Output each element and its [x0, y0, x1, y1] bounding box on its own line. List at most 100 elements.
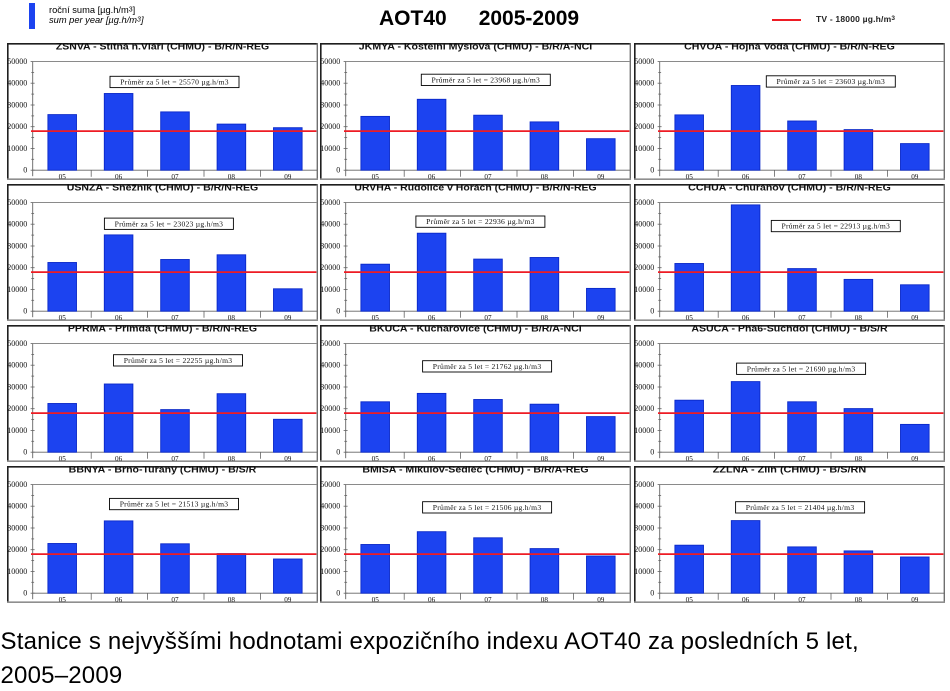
svg-text:06: 06 [742, 314, 750, 321]
svg-text:08: 08 [541, 173, 549, 180]
svg-text:30000: 30000 [7, 242, 27, 251]
svg-text:30000: 30000 [634, 101, 654, 110]
svg-text:10000: 10000 [320, 285, 340, 294]
svg-text:07: 07 [798, 596, 806, 603]
svg-text:06: 06 [115, 455, 123, 462]
svg-text:ZSNVA - Štítná n.Vláří (CHMU): ZSNVA - Štítná n.Vláří (CHMU) - B/R/N-RE… [56, 43, 269, 52]
svg-text:40000: 40000 [634, 220, 654, 229]
svg-text:10000: 10000 [7, 285, 27, 294]
svg-text:08: 08 [541, 455, 549, 462]
svg-text:0: 0 [650, 166, 654, 175]
svg-text:08: 08 [228, 596, 236, 603]
svg-text:06: 06 [428, 314, 436, 321]
svg-text:40000: 40000 [320, 502, 340, 511]
svg-text:09: 09 [284, 455, 292, 462]
svg-text:10000: 10000 [7, 426, 27, 435]
svg-text:0: 0 [650, 448, 654, 457]
svg-text:06: 06 [428, 455, 436, 462]
svg-text:09: 09 [597, 173, 605, 180]
svg-text:0: 0 [23, 589, 27, 598]
svg-text:CCHUA - Churáňov (CHMU) - B/R/: CCHUA - Churáňov (CHMU) - B/R/N-REG [688, 184, 891, 193]
svg-text:30000: 30000 [320, 101, 340, 110]
svg-text:05: 05 [372, 596, 380, 603]
svg-text:05: 05 [685, 173, 693, 180]
svg-text:30000: 30000 [320, 242, 340, 251]
svg-text:50000: 50000 [634, 339, 654, 348]
svg-text:30000: 30000 [634, 383, 654, 392]
svg-text:40000: 40000 [7, 361, 27, 370]
svg-text:10000: 10000 [7, 567, 27, 576]
svg-text:BBNYA - Brno-Tuřany (CHMU) - B: BBNYA - Brno-Tuřany (CHMU) - B/S/R [69, 466, 257, 475]
svg-text:20000: 20000 [7, 404, 27, 413]
svg-text:Průměr za 5 let = 21513 µg.h/m: Průměr za 5 let = 21513 µg.h/m3 [120, 500, 229, 509]
svg-text:30000: 30000 [634, 524, 654, 533]
svg-text:08: 08 [854, 173, 862, 180]
svg-text:08: 08 [854, 314, 862, 321]
svg-text:50000: 50000 [7, 198, 27, 207]
svg-text:Průměr za 5 let = 23968 µg.h/m: Průměr za 5 let = 23968 µg.h/m3 [432, 75, 541, 84]
svg-text:50000: 50000 [7, 480, 27, 489]
svg-text:ZZLNA - Zlín (CHMU) - B/S/RN: ZZLNA - Zlín (CHMU) - B/S/RN [712, 466, 865, 475]
svg-text:Průměr za 5 let = 21506 µg.h/m: Průměr za 5 let = 21506 µg.h/m3 [433, 503, 542, 512]
svg-text:50000: 50000 [634, 480, 654, 489]
svg-text:40000: 40000 [320, 361, 340, 370]
svg-text:0: 0 [650, 307, 654, 316]
svg-text:06: 06 [428, 596, 436, 603]
svg-text:Průměr za 5 let = 21404 µg.h/m: Průměr za 5 let = 21404 µg.h/m3 [745, 503, 854, 512]
svg-text:40000: 40000 [7, 79, 27, 88]
svg-text:20000: 20000 [320, 122, 340, 131]
svg-text:05: 05 [685, 455, 693, 462]
svg-text:10000: 10000 [320, 567, 340, 576]
svg-text:40000: 40000 [7, 502, 27, 511]
svg-text:50000: 50000 [320, 339, 340, 348]
svg-text:05: 05 [372, 455, 380, 462]
svg-text:JKMYA - Kostelní Myslová (CHMU: JKMYA - Kostelní Myslová (CHMU) - B/R/A-… [359, 43, 593, 52]
svg-text:07: 07 [484, 455, 492, 462]
svg-text:09: 09 [911, 596, 919, 603]
svg-text:07: 07 [171, 596, 179, 603]
svg-text:30000: 30000 [7, 101, 27, 110]
svg-text:20000: 20000 [634, 404, 654, 413]
svg-text:Průměr za 5 let = 22255 µg.h/m: Průměr za 5 let = 22255 µg.h/m3 [124, 356, 233, 365]
svg-text:20000: 20000 [7, 263, 27, 272]
svg-text:10000: 10000 [634, 426, 654, 435]
svg-text:0: 0 [336, 166, 340, 175]
svg-text:07: 07 [798, 455, 806, 462]
svg-text:PPRMA - Přimda (CHMU) - B/R/N-: PPRMA - Přimda (CHMU) - B/R/N-REG [68, 325, 257, 334]
svg-text:08: 08 [228, 314, 236, 321]
svg-text:0: 0 [336, 589, 340, 598]
svg-text:50000: 50000 [320, 480, 340, 489]
svg-text:06: 06 [115, 173, 123, 180]
svg-text:40000: 40000 [320, 79, 340, 88]
svg-text:Průměr za 5 let = 22913 µg.h/m: Průměr za 5 let = 22913 µg.h/m3 [781, 222, 890, 231]
svg-text:0: 0 [23, 166, 27, 175]
svg-text:06: 06 [428, 173, 436, 180]
svg-text:05: 05 [685, 314, 693, 321]
svg-text:07: 07 [484, 173, 492, 180]
svg-text:06: 06 [115, 596, 123, 603]
svg-text:09: 09 [597, 596, 605, 603]
svg-text:06: 06 [742, 455, 750, 462]
svg-text:0: 0 [336, 307, 340, 316]
svg-text:05: 05 [372, 173, 380, 180]
svg-text:09: 09 [284, 596, 292, 603]
svg-text:50000: 50000 [7, 57, 27, 66]
svg-text:40000: 40000 [7, 220, 27, 229]
svg-text:08: 08 [854, 596, 862, 603]
svg-text:20000: 20000 [634, 545, 654, 554]
svg-text:20000: 20000 [7, 122, 27, 131]
svg-text:Průměr za 5 let = 23603 µg.h/m: Průměr za 5 let = 23603 µg.h/m3 [776, 77, 885, 86]
svg-text:BMISA - Mikulov-Sedlec (CHMU): BMISA - Mikulov-Sedlec (CHMU) - B/R/A-RE… [362, 466, 588, 475]
svg-text:09: 09 [597, 455, 605, 462]
svg-text:08: 08 [541, 596, 549, 603]
svg-text:09: 09 [911, 455, 919, 462]
svg-text:20000: 20000 [320, 545, 340, 554]
svg-text:Průměr za 5 let = 23023 µg.h/m: Průměr za 5 let = 23023 µg.h/m3 [115, 219, 224, 228]
svg-text:50000: 50000 [320, 57, 340, 66]
svg-text:05: 05 [372, 314, 380, 321]
svg-text:07: 07 [171, 455, 179, 462]
svg-text:09: 09 [284, 173, 292, 180]
svg-text:ASUCA - Pha6-Suchdol (CHMU) -: ASUCA - Pha6-Suchdol (CHMU) - B/S/R [691, 325, 887, 334]
svg-text:09: 09 [911, 173, 919, 180]
svg-text:Průměr za 5 let = 21762 µg.h/m: Průměr za 5 let = 21762 µg.h/m3 [433, 362, 542, 371]
